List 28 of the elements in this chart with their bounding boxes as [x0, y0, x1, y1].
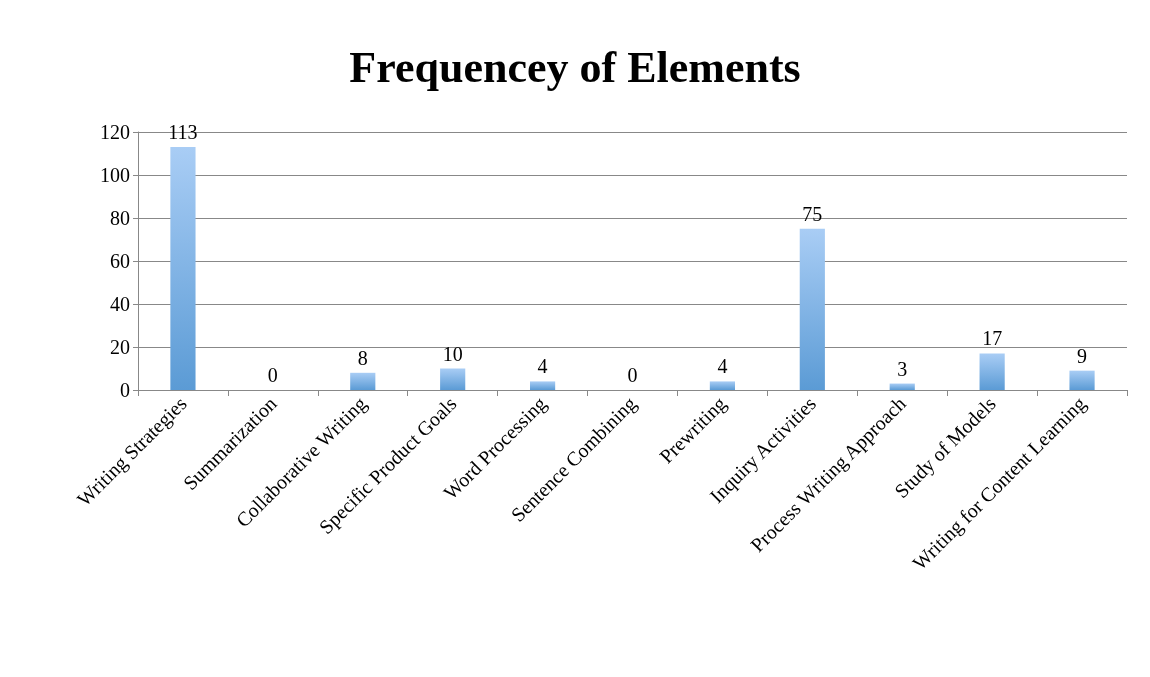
bar — [1069, 370, 1095, 390]
data-label: 0 — [627, 364, 638, 386]
y-tick-label: 120 — [100, 121, 130, 143]
data-label: 0 — [267, 364, 278, 386]
y-tick-label: 20 — [110, 336, 130, 358]
y-tick-label: 0 — [120, 379, 130, 401]
bar — [799, 228, 825, 390]
y-tick-label: 60 — [110, 250, 130, 272]
bar — [350, 372, 376, 390]
bar — [889, 383, 915, 390]
data-label: 17 — [982, 327, 1003, 350]
chart-title: Frequencey of Elements — [349, 42, 801, 92]
bar — [170, 147, 196, 390]
data-label: 9 — [1077, 344, 1088, 367]
y-tick-label: 80 — [110, 207, 130, 229]
bar — [979, 353, 1005, 390]
data-label: 4 — [537, 355, 548, 378]
bar — [530, 381, 556, 390]
data-label: 8 — [357, 346, 368, 369]
data-label: 3 — [897, 357, 908, 380]
bar — [709, 381, 735, 390]
data-label: 10 — [442, 342, 463, 365]
data-label: 75 — [802, 202, 823, 225]
y-tick-label: 100 — [100, 164, 130, 186]
data-label: 113 — [168, 121, 198, 144]
bar — [440, 368, 466, 390]
y-tick-label: 40 — [110, 293, 130, 315]
data-label: 4 — [717, 355, 728, 378]
